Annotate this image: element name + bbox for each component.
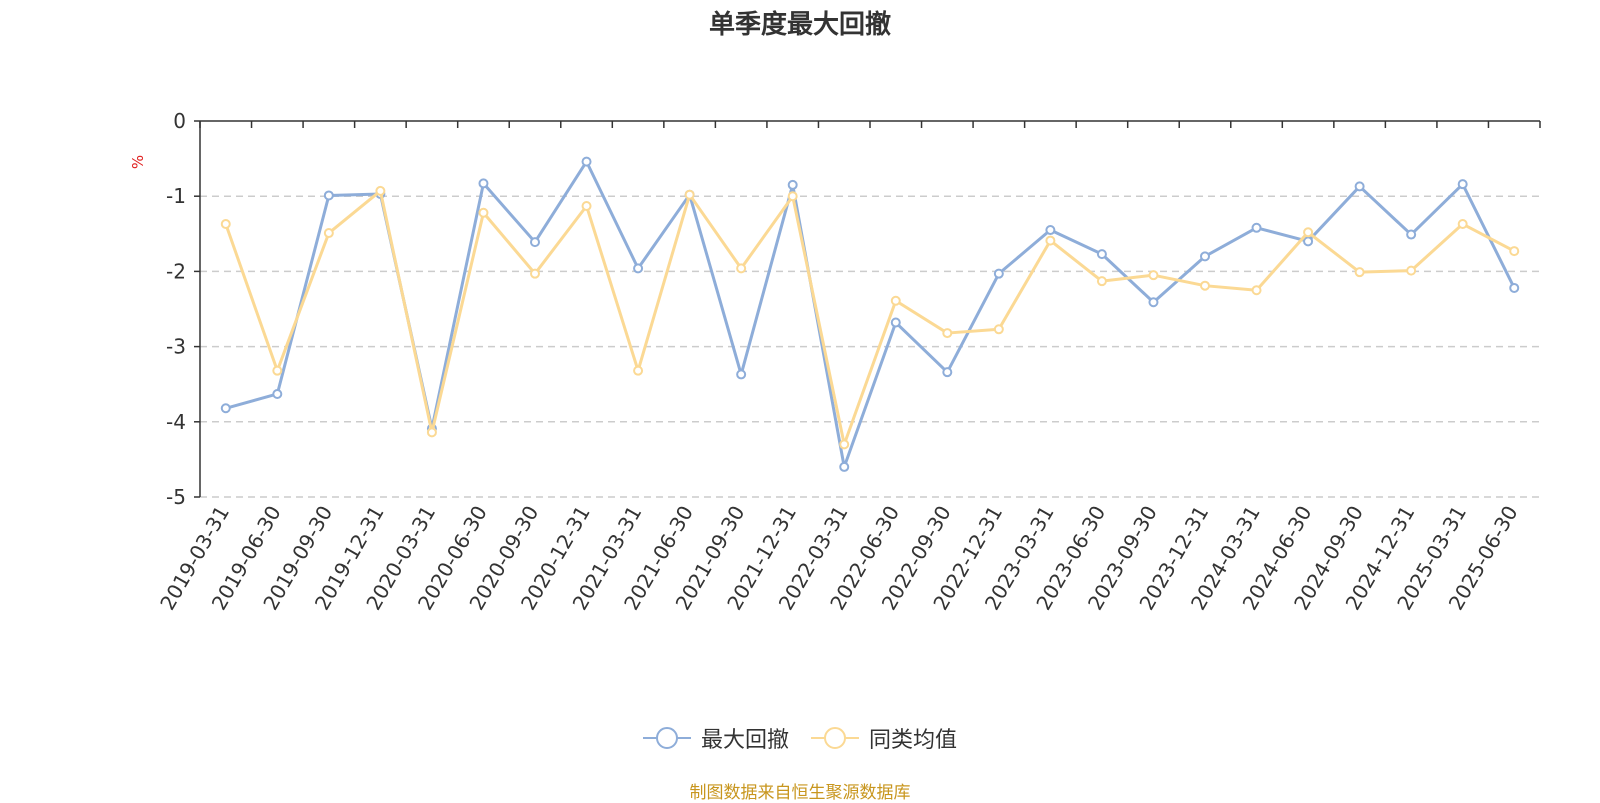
series-1-point[interactable] [890,317,901,328]
chart-title: 单季度最大回撤 [708,10,891,40]
axis-layer: 0-1-2-3-4-52019-03-312019-06-302019-09-3… [155,109,1541,614]
series-1-point[interactable] [272,388,283,399]
y-unit-label: % [129,155,147,169]
series-1-point[interactable] [1457,179,1468,190]
series-layer [220,156,1520,472]
series-2-point[interactable] [1096,276,1107,287]
legend-label-category-average: 同类均值 [869,728,958,753]
series-2-point[interactable] [220,219,231,230]
series-1-point[interactable] [1200,251,1210,262]
series-1-point[interactable] [1303,236,1314,247]
series-2-point[interactable] [787,191,798,202]
series-2-point[interactable] [1045,235,1056,246]
series-line-2 [224,189,1515,446]
series-2-point[interactable] [1148,270,1159,281]
grid-layer [200,195,1540,498]
series-2-point[interactable] [323,228,334,239]
series-1-point[interactable] [220,403,231,414]
series-line-1 [225,160,1516,469]
series-2-point[interactable] [942,328,953,339]
series-1-point[interactable] [530,237,540,248]
series-2-point[interactable] [1200,280,1210,291]
series-1-point[interactable] [736,369,747,380]
y-tick-label: -3 [166,335,186,359]
y-tick-label: -1 [166,184,186,208]
series-1-point[interactable] [323,190,334,201]
legend-marker-max-drawdown [642,726,691,750]
series-1-point[interactable] [1251,222,1262,233]
series-2-point[interactable] [1509,246,1520,257]
series-2-point[interactable] [684,189,695,200]
y-tick-label: -5 [166,485,186,509]
y-tick-label: -4 [166,410,186,434]
series-2-point[interactable] [426,427,437,438]
series-2-point[interactable] [272,365,283,376]
series-1-point[interactable] [1148,297,1159,308]
series-2-point[interactable] [478,207,489,218]
series-1-point[interactable] [1096,249,1107,260]
series-1-point[interactable] [942,367,953,378]
series-2-point[interactable] [530,268,540,279]
series-2-point[interactable] [839,439,850,450]
legend-item-max-drawdown[interactable]: 最大回撤 [642,722,789,754]
y-tick-label: -2 [166,259,186,283]
series-2-point[interactable] [890,295,901,306]
series-2-point[interactable] [375,185,386,196]
legend-marker-category-average [811,726,859,750]
series-2-point[interactable] [1303,227,1314,238]
series-1-point[interactable] [787,179,798,190]
source-note: 制图数据来自恒生聚源数据库 [689,783,911,803]
series-1-point[interactable] [1509,282,1520,293]
legend: 最大回撤 同类均值 [0,722,1600,754]
legend-item-category-average[interactable]: 同类均值 [811,722,957,754]
series-2-point[interactable] [1354,267,1365,278]
series-2-point[interactable] [993,324,1004,335]
series-1-point[interactable] [478,178,489,189]
series-2-point[interactable] [1251,285,1262,296]
series-1-point[interactable] [633,263,644,274]
series-1-point[interactable] [1406,229,1417,240]
series-1-point[interactable] [993,268,1004,279]
series-2-point[interactable] [736,263,747,274]
legend-label-max-drawdown: 最大回撤 [700,728,789,753]
series-2-point[interactable] [581,200,592,211]
series-1-point[interactable] [1354,181,1365,192]
series-2-point[interactable] [1406,265,1417,276]
series-2-point[interactable] [1457,219,1468,230]
series-1-point[interactable] [581,156,592,167]
y-tick-label: 0 [173,109,186,133]
series-1-point[interactable] [839,461,850,472]
series-1-point[interactable] [1045,225,1056,236]
series-2-point[interactable] [633,365,644,376]
